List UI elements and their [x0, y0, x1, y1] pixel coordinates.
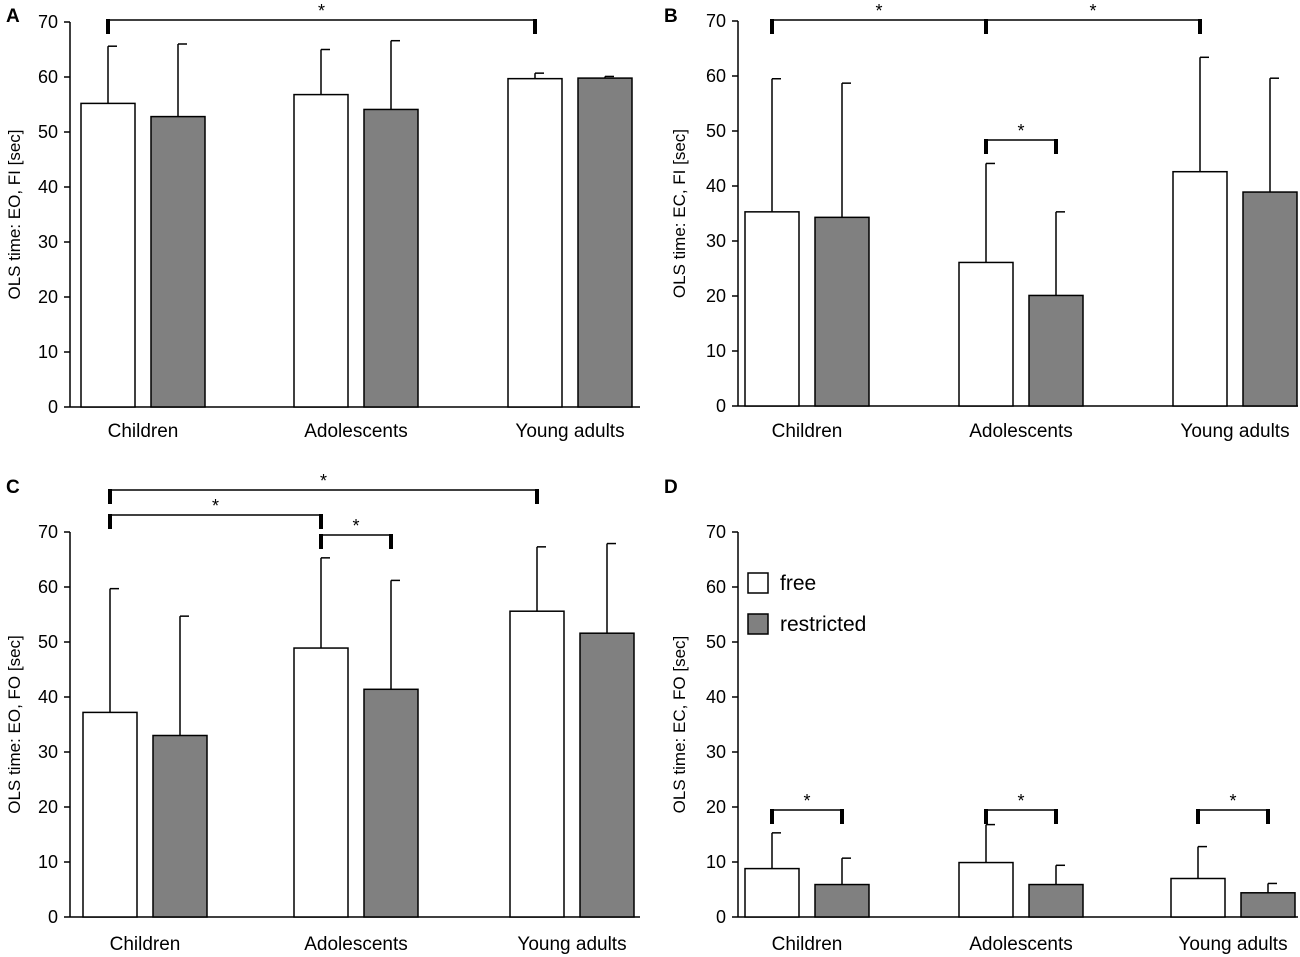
bar-free-0 [80, 102, 136, 408]
y-tick-label: 40 [38, 687, 58, 707]
significance-star: * [318, 1, 325, 21]
y-axis-label: OLS time: EC, FI [sec] [670, 129, 689, 298]
category-label: Adolescents [304, 934, 408, 955]
bar-restricted-1 [1028, 294, 1084, 407]
y-tick-label: 30 [38, 232, 58, 252]
y-tick-label: 70 [38, 522, 58, 542]
bar-restricted-1 [1028, 883, 1084, 918]
significance-star: * [1089, 1, 1096, 21]
y-tick-label: 20 [38, 287, 58, 307]
y-tick-label: 10 [38, 852, 58, 872]
bar-free-0 [744, 867, 800, 918]
y-tick-label: 40 [706, 687, 726, 707]
y-tick-label: 20 [706, 286, 726, 306]
y-tick-label: 20 [38, 797, 58, 817]
panel-d: D OLS time: EC, FO [sec] 0 10 20 30 40 50 60 70 Ch… [664, 477, 1298, 955]
bar-restricted-2 [579, 632, 635, 918]
legend-label-free: free [780, 572, 816, 595]
significance-star: * [352, 516, 359, 536]
y-tick-label: 40 [38, 177, 58, 197]
panel-c: C OLS time: EO, FO [sec] 0 10 20 30 40 50 60 70 Ch… [5, 471, 640, 955]
category-label: Young adults [1180, 421, 1289, 442]
y-axis-label: OLS time: EO, FI [sec] [5, 129, 24, 299]
category-label: Adolescents [969, 421, 1073, 442]
bar-restricted-2 [577, 77, 633, 408]
y-tick-label: 10 [38, 342, 58, 362]
y-tick-label: 0 [716, 396, 726, 416]
legend-swatch-restricted [747, 613, 769, 635]
y-tick-label: 0 [48, 907, 58, 927]
y-tick-label: 70 [38, 12, 58, 32]
legend-label-restricted: restricted [780, 613, 866, 636]
significance-star: * [1229, 791, 1236, 811]
bar-free-2 [509, 610, 565, 918]
y-tick-label: 30 [38, 742, 58, 762]
y-tick-label: 50 [38, 122, 58, 142]
bar-free-1 [293, 93, 349, 408]
panel-letter: A [6, 6, 20, 27]
y-tick-label: 50 [38, 632, 58, 652]
significance-star: * [320, 471, 327, 491]
y-tick-label: 0 [48, 397, 58, 417]
significance-star: * [875, 1, 882, 21]
significance-star: * [1017, 791, 1024, 811]
bar-free-1 [293, 647, 349, 918]
y-tick-label: 30 [706, 231, 726, 251]
y-tick-label: 20 [706, 797, 726, 817]
y-tick-label: 60 [706, 577, 726, 597]
y-axis-label: OLS time: EO, FO [sec] [5, 635, 24, 814]
bar-restricted-1 [363, 688, 419, 918]
y-tick-label: 40 [706, 176, 726, 196]
legend-swatch-free [747, 572, 769, 594]
y-tick-label: 50 [706, 632, 726, 652]
category-label: Children [110, 934, 181, 955]
bar-restricted-0 [150, 115, 206, 408]
category-label: Young adults [1178, 934, 1287, 955]
panel-letter: C [6, 477, 20, 498]
significance-star: * [212, 496, 219, 516]
y-tick-label: 0 [716, 907, 726, 927]
category-label: Children [772, 421, 843, 442]
bar-restricted-0 [814, 883, 870, 918]
y-tick-label: 50 [706, 121, 726, 141]
y-tick-label: 60 [38, 577, 58, 597]
bar-restricted-0 [152, 734, 208, 918]
bar-free-2 [1170, 877, 1226, 918]
bar-free-1 [958, 261, 1014, 407]
panel-b: B OLS time: EC, FI [sec] 0 10 20 30 40 50 60 70 Ch… [664, 1, 1298, 442]
y-tick-label: 30 [706, 742, 726, 762]
y-tick-label: 10 [706, 341, 726, 361]
significance-star: * [1017, 121, 1024, 141]
category-label: Young adults [515, 421, 624, 442]
category-label: Young adults [517, 934, 626, 955]
y-tick-label: 70 [706, 522, 726, 542]
y-axis-label: OLS time: EC, FO [sec] [670, 636, 689, 814]
bar-restricted-2 [1240, 892, 1296, 918]
category-label: Adolescents [304, 421, 408, 442]
y-tick-label: 70 [706, 11, 726, 31]
category-label: Children [108, 421, 179, 442]
category-label: Children [772, 934, 843, 955]
bar-free-0 [744, 211, 800, 407]
bar-free-0 [82, 711, 138, 918]
bar-restricted-1 [363, 108, 419, 408]
panel-letter: D [664, 477, 678, 498]
bar-free-1 [958, 861, 1014, 918]
bar-free-2 [1172, 170, 1228, 407]
legend: free restricted [747, 572, 866, 636]
panel-letter: B [664, 6, 678, 27]
category-label: Adolescents [969, 934, 1073, 955]
bar-free-2 [507, 77, 563, 408]
bar-restricted-2 [1242, 191, 1298, 407]
y-tick-label: 60 [706, 66, 726, 86]
y-tick-label: 60 [38, 67, 58, 87]
panel-a: A OLS time: EO, FI [sec] 0 10 20 30 40 50 60 70 Ch… [5, 1, 640, 442]
significance-star: * [803, 791, 810, 811]
bar-restricted-0 [814, 216, 870, 407]
y-tick-label: 10 [706, 852, 726, 872]
